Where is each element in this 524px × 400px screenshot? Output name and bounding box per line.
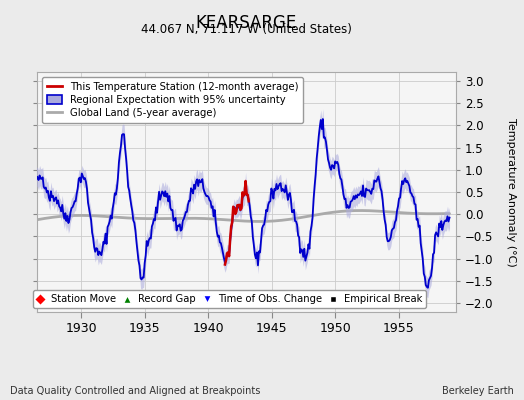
Y-axis label: Temperature Anomaly (°C): Temperature Anomaly (°C)	[506, 118, 516, 266]
Text: KEARSARGE: KEARSARGE	[195, 14, 297, 32]
Legend: Station Move, Record Gap, Time of Obs. Change, Empirical Break: Station Move, Record Gap, Time of Obs. C…	[33, 290, 426, 308]
Text: Berkeley Earth: Berkeley Earth	[442, 386, 514, 396]
Text: 44.067 N, 71.117 W (United States): 44.067 N, 71.117 W (United States)	[141, 23, 352, 36]
Text: Data Quality Controlled and Aligned at Breakpoints: Data Quality Controlled and Aligned at B…	[10, 386, 261, 396]
